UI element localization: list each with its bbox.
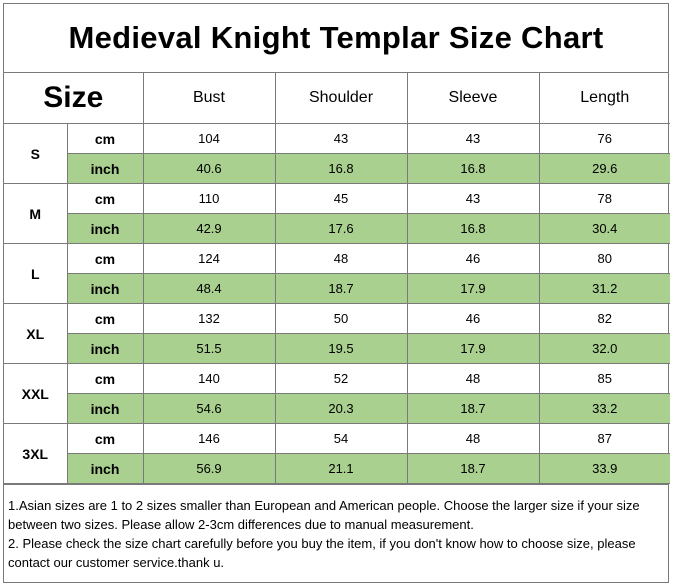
sleeve-cm-value: 46: [406, 303, 540, 334]
shoulder-cm-value: 48: [274, 243, 408, 274]
unit-label-inch: inch: [67, 333, 144, 364]
notes: 1.Asian sizes are 1 to 2 sizes smaller t…: [4, 484, 668, 572]
bust-inch-value: 56.9: [142, 453, 276, 484]
column-header-sleeve: Sleeve: [406, 73, 540, 124]
shoulder-inch-value: 17.6: [274, 213, 408, 244]
bust-cm-value: 110: [142, 183, 276, 214]
shoulder-inch-value: 18.7: [274, 273, 408, 304]
shoulder-cm-value: 52: [274, 363, 408, 394]
unit-label-cm: cm: [66, 123, 144, 154]
unit-label-cm: cm: [66, 183, 144, 214]
bust-cm-value: 124: [142, 243, 276, 274]
bust-inch-value: 48.4: [142, 273, 276, 304]
length-inch-value: 32.0: [538, 333, 670, 364]
table-row: inch 54.6 20.3 18.7 33.2: [4, 393, 670, 424]
table-row: inch 48.4 18.7 17.9 31.2: [4, 273, 670, 304]
unit-label-inch: inch: [67, 453, 144, 484]
length-cm-value: 82: [538, 303, 670, 334]
size-label: XXL: [4, 363, 68, 424]
note-1: 1.Asian sizes are 1 to 2 sizes smaller t…: [8, 498, 640, 532]
table-row: XXL cm 140 52 48 85: [4, 363, 670, 424]
sleeve-inch-value: 18.7: [406, 453, 540, 484]
bust-inch-value: 40.6: [142, 153, 276, 184]
column-header-shoulder: Shoulder: [274, 73, 408, 124]
sleeve-cm-value: 43: [406, 123, 540, 154]
unit-label-inch: inch: [67, 153, 144, 184]
size-label: XL: [4, 303, 68, 364]
column-header-length: Length: [538, 73, 670, 124]
sleeve-cm-value: 48: [406, 363, 540, 394]
size-label: S: [4, 123, 68, 184]
table-row: inch 51.5 19.5 17.9 32.0: [4, 333, 670, 364]
bust-cm-value: 104: [142, 123, 276, 154]
sleeve-cm-value: 48: [406, 423, 540, 454]
table-row: inch 56.9 21.1 18.7 33.9: [4, 453, 670, 484]
size-label: 3XL: [4, 423, 68, 484]
sleeve-inch-value: 16.8: [406, 213, 540, 244]
unit-label-inch: inch: [67, 393, 144, 424]
length-cm-value: 85: [538, 363, 670, 394]
size-label: L: [4, 243, 68, 304]
shoulder-cm-value: 54: [274, 423, 408, 454]
length-inch-value: 29.6: [538, 153, 670, 184]
shoulder-inch-value: 21.1: [274, 453, 408, 484]
unit-label-inch: inch: [67, 213, 144, 244]
sleeve-cm-value: 46: [406, 243, 540, 274]
table-row: inch 40.6 16.8 16.8 29.6: [4, 153, 670, 184]
table-row: inch 42.9 17.6 16.8 30.4: [4, 213, 670, 244]
shoulder-inch-value: 19.5: [274, 333, 408, 364]
size-column-header: Size: [4, 73, 144, 124]
shoulder-inch-value: 16.8: [274, 153, 408, 184]
sleeve-cm-value: 43: [406, 183, 540, 214]
unit-label-inch: inch: [67, 273, 144, 304]
length-cm-value: 78: [538, 183, 670, 214]
length-inch-value: 33.2: [538, 393, 670, 424]
length-cm-value: 76: [538, 123, 670, 154]
unit-label-cm: cm: [66, 363, 144, 394]
unit-label-cm: cm: [66, 303, 144, 334]
shoulder-cm-value: 43: [274, 123, 408, 154]
chart-title: Medieval Knight Templar Size Chart: [4, 4, 668, 73]
table-header-row: Size Bust Shoulder Sleeve Length: [4, 73, 670, 124]
shoulder-cm-value: 45: [274, 183, 408, 214]
shoulder-inch-value: 20.3: [274, 393, 408, 424]
table-row: 3XL cm 146 54 48 87: [4, 423, 670, 484]
column-header-bust: Bust: [142, 73, 276, 124]
size-chart: Medieval Knight Templar Size Chart Size …: [3, 3, 670, 583]
bust-inch-value: 54.6: [142, 393, 276, 424]
sleeve-inch-value: 18.7: [406, 393, 540, 424]
length-cm-value: 80: [538, 243, 670, 274]
length-inch-value: 33.9: [538, 453, 670, 484]
bust-inch-value: 42.9: [142, 213, 276, 244]
length-inch-value: 30.4: [538, 213, 670, 244]
sleeve-inch-value: 17.9: [406, 273, 540, 304]
shoulder-cm-value: 50: [274, 303, 408, 334]
size-label: M: [4, 183, 68, 244]
table-row: XL cm 132 50 46 82: [4, 303, 670, 364]
unit-label-cm: cm: [66, 423, 144, 454]
bust-cm-value: 140: [142, 363, 276, 394]
length-cm-value: 87: [538, 423, 670, 454]
bust-cm-value: 146: [142, 423, 276, 454]
sleeve-inch-value: 17.9: [406, 333, 540, 364]
unit-label-cm: cm: [66, 243, 144, 274]
note-2: 2. Please check the size chart carefully…: [8, 536, 636, 570]
bust-inch-value: 51.5: [142, 333, 276, 364]
bust-cm-value: 132: [142, 303, 276, 334]
length-inch-value: 31.2: [538, 273, 670, 304]
sleeve-inch-value: 16.8: [406, 153, 540, 184]
